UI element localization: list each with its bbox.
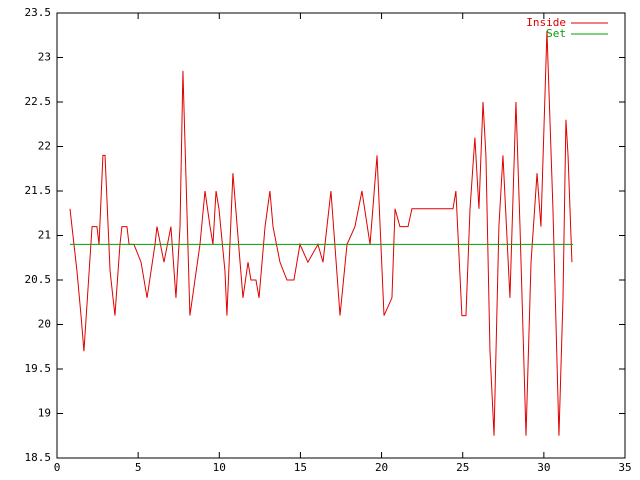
y-tick-label: 19 xyxy=(38,407,51,420)
x-tick-label: 15 xyxy=(294,461,307,474)
x-tick-label: 5 xyxy=(135,461,142,474)
y-tick-label: 19.5 xyxy=(25,362,52,375)
y-tick-label: 21 xyxy=(38,229,51,242)
y-tick-label: 22 xyxy=(38,140,51,153)
y-tick-label: 23.5 xyxy=(25,6,52,19)
x-tick-label: 20 xyxy=(375,461,388,474)
y-tick-label: 20 xyxy=(38,318,51,331)
y-tick-label: 23 xyxy=(38,51,51,64)
x-tick-label: 30 xyxy=(537,461,550,474)
x-tick-label: 35 xyxy=(618,461,631,474)
y-tick-label: 22.5 xyxy=(25,95,52,108)
legend-label: Inside xyxy=(526,16,566,29)
x-tick-label: 0 xyxy=(54,461,61,474)
legend-label: Set xyxy=(546,27,566,40)
x-tick-label: 25 xyxy=(456,461,469,474)
y-tick-label: 18.5 xyxy=(25,451,52,464)
x-tick-label: 10 xyxy=(213,461,226,474)
y-tick-label: 21.5 xyxy=(25,184,52,197)
y-tick-label: 20.5 xyxy=(25,273,52,286)
